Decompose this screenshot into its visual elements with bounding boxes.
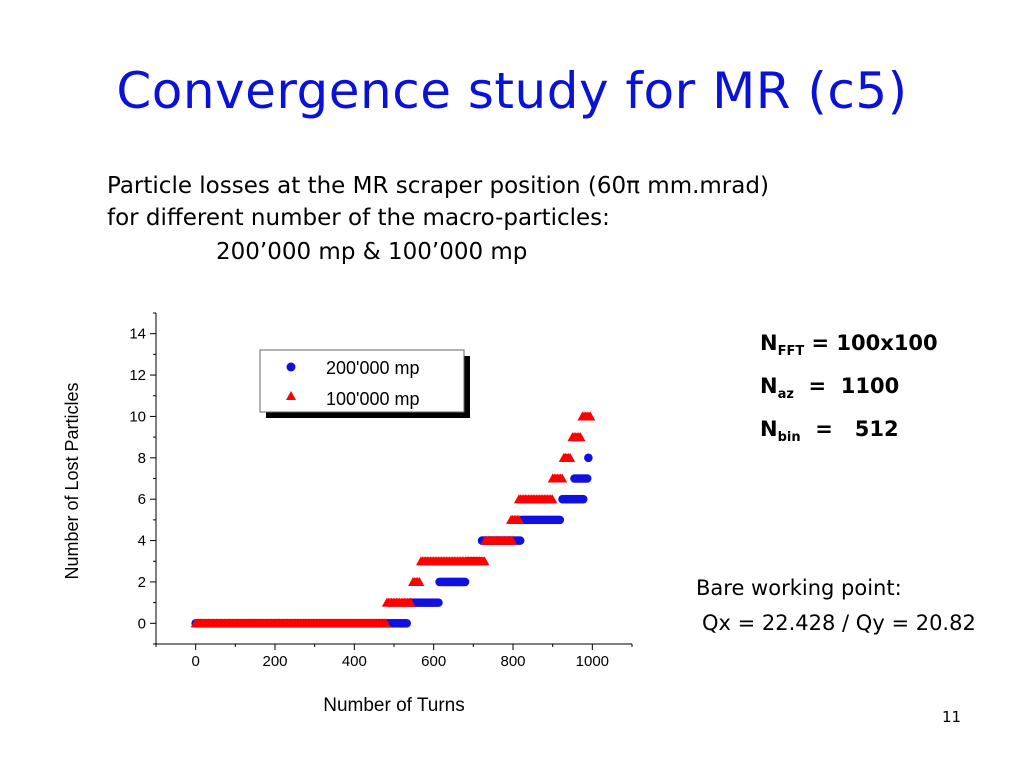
data-point-100k: [479, 556, 490, 566]
data-point-200k: [434, 598, 443, 607]
description-line-2: for different number of the macro-partic…: [107, 205, 610, 231]
y-tick-label: 0: [138, 615, 146, 632]
description-line-1: Particle losses at the MR scraper positi…: [107, 173, 769, 199]
legend-label-100k: 100'000 mp: [326, 389, 420, 409]
data-point-100k: [507, 535, 518, 545]
data-point-100k: [381, 618, 392, 628]
data-point-200k: [402, 619, 411, 628]
y-tick-label: 12: [129, 367, 146, 384]
y-tick-label: 4: [138, 533, 146, 550]
x-tick-label: 800: [500, 653, 525, 670]
legend-marker-200k: [286, 362, 296, 372]
data-point-100k: [565, 452, 576, 462]
chart-marks: [190, 411, 596, 628]
data-point-100k: [585, 411, 596, 421]
chart-axes: 0 2 4 6 8 10 12 14 0 200 400 600 800 1000: [129, 312, 633, 670]
y-axis-label: Number of Lost Particles: [62, 382, 82, 579]
y-tick-label: 10: [129, 408, 146, 425]
data-point-200k: [578, 494, 588, 504]
working-point-label: Bare working point:: [696, 576, 902, 600]
x-tick-label: 0: [191, 653, 199, 670]
slide-title: Convergence study for MR (c5): [116, 62, 908, 120]
legend-label-200k: 200'000 mp: [326, 358, 420, 378]
data-point-100k: [513, 514, 524, 524]
data-point-100k: [547, 494, 558, 504]
x-tick-label: 200: [262, 653, 287, 670]
y-tick-label: 8: [138, 450, 146, 467]
x-tick-label: 400: [342, 653, 367, 670]
param-n-bin: Nbin = 512: [760, 417, 899, 446]
working-point-value: Qx = 22.428 / Qy = 20.82: [702, 611, 976, 635]
y-tick-label: 6: [138, 491, 146, 508]
y-tick-label: 2: [138, 574, 146, 591]
simulation-parameters: NFFT = 100x100 Naz = 1100 Nbin = 512: [760, 326, 938, 456]
legend-marker-100k: [286, 391, 296, 400]
page-number: 11: [942, 708, 962, 726]
data-point-100k: [405, 597, 416, 607]
y-tick-label: 14: [129, 326, 146, 343]
x-axis-label: Number of Turns: [323, 695, 465, 716]
data-point-200k: [515, 536, 525, 545]
chart-legend: 200'000 mp 100'000 mp: [259, 349, 470, 418]
x-tick-label: 600: [421, 653, 446, 670]
param-n-fft: NFFT = 100x100: [760, 331, 938, 360]
series-100k: [190, 411, 596, 628]
param-n-az: Naz = 1100: [760, 374, 900, 403]
data-point-200k: [460, 577, 470, 587]
data-point-200k: [582, 474, 592, 483]
data-point-200k: [555, 515, 565, 525]
data-point-100k: [414, 576, 425, 586]
data-point-200k: [584, 453, 593, 463]
x-tick-label: 1000: [576, 653, 609, 670]
data-point-100k: [557, 473, 568, 483]
description-line-3: 200’000 mp & 100’000 mp: [216, 239, 528, 265]
data-point-100k: [575, 432, 586, 442]
